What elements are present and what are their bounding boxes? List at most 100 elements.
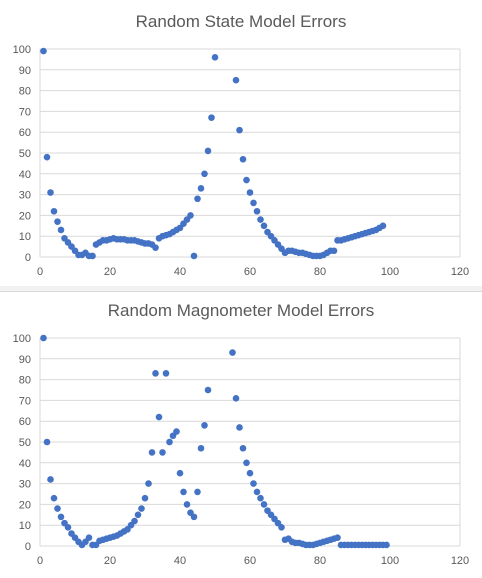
data-point (260, 222, 268, 230)
data-point (236, 424, 243, 431)
y-tick-label: 0 (25, 252, 31, 264)
data-point (232, 395, 240, 402)
data-point (197, 185, 205, 192)
data-point (379, 222, 387, 230)
y-tick-label: 90 (19, 354, 31, 366)
data-point (47, 189, 54, 196)
data-point (183, 501, 191, 508)
y-tick-label: 80 (19, 375, 31, 387)
data-point (229, 349, 236, 356)
data-point (159, 449, 166, 456)
data-point (232, 76, 240, 84)
y-tick-label: 40 (19, 169, 31, 181)
y-tick-label: 70 (19, 395, 31, 407)
x-tick-label: 40 (174, 555, 186, 567)
data-point (40, 47, 47, 55)
data-point (194, 488, 201, 496)
data-point (50, 207, 58, 215)
data-point (334, 534, 341, 541)
data-point (253, 207, 261, 215)
data-point (57, 226, 65, 234)
y-tick-label: 50 (19, 148, 31, 160)
y-tick-label: 90 (19, 65, 31, 77)
data-point (187, 212, 194, 219)
data-point (278, 523, 285, 531)
data-point (201, 422, 208, 429)
data-point (239, 155, 247, 163)
data-point (204, 386, 212, 394)
data-point (201, 170, 208, 178)
data-point (176, 469, 184, 477)
y-tick-label: 10 (19, 231, 31, 243)
data-point (152, 370, 159, 377)
data-point (54, 505, 61, 512)
y-tick-label: 100 (13, 44, 31, 56)
y-tick-label: 30 (19, 190, 31, 202)
y-tick-label: 60 (19, 416, 31, 428)
data-point (57, 513, 65, 521)
data-point (257, 494, 264, 502)
data-point (383, 541, 390, 549)
data-point (250, 199, 257, 207)
plot-area: 0 10 20 30 40 50 60 70 80 90 100 0 20 40 60 80 100 120 (13, 333, 470, 567)
x-tick-label: 20 (104, 555, 116, 567)
data-point (253, 488, 261, 496)
y-tick-label: 40 (19, 458, 31, 470)
data-point (47, 476, 54, 483)
x-tick-label: 80 (314, 555, 326, 567)
x-tick-label: 60 (244, 555, 256, 567)
data-point (64, 523, 72, 531)
x-tick-label: 80 (314, 266, 326, 278)
data-point (145, 480, 152, 487)
data-point (134, 511, 142, 519)
data-point (260, 501, 268, 508)
x-tick-label: 0 (37, 555, 43, 567)
data-point (162, 370, 170, 377)
y-tick-label: 0 (25, 541, 31, 553)
y-tick-label: 80 (19, 86, 31, 98)
separator (0, 286, 482, 292)
chart-title: Random State Model Errors (135, 12, 347, 31)
x-tick-label: 100 (381, 555, 399, 567)
data-point (243, 459, 250, 467)
data-point (148, 449, 156, 456)
chart-state-model-errors: Random State Model Errors 0 10 20 30 40 50 60 7… (0, 12, 482, 289)
chart-magnometer-model-errors: Random Magnometer Model Errors 0 10 20 30 40… (0, 291, 482, 578)
data-point (85, 534, 93, 541)
x-tick-label: 60 (244, 266, 256, 278)
data-point (141, 494, 149, 502)
data-point (236, 126, 243, 134)
data-point (246, 469, 254, 477)
data-point (257, 216, 264, 223)
y-tick-label: 10 (19, 520, 31, 532)
x-tick-label: 0 (37, 266, 43, 278)
data-point (190, 252, 198, 260)
x-tick-label: 100 (381, 266, 399, 278)
y-tick-label: 60 (19, 127, 31, 139)
data-point (190, 513, 198, 521)
data-point (243, 176, 250, 184)
data-point (197, 444, 205, 452)
data-point (239, 444, 247, 452)
data-point (246, 189, 254, 196)
y-tick-label: 20 (19, 499, 31, 511)
data-point (180, 488, 187, 496)
y-tick-label: 30 (19, 479, 31, 491)
y-tick-label: 20 (19, 210, 31, 222)
y-tick-label: 50 (19, 437, 31, 449)
data-point (89, 252, 96, 260)
data-point (155, 413, 163, 421)
data-point (138, 505, 145, 512)
data-point (194, 195, 201, 203)
chart-title: Random Magnometer Model Errors (107, 301, 375, 320)
x-tick-label: 40 (174, 266, 186, 278)
data-point (173, 428, 180, 435)
x-tick-label: 120 (451, 266, 469, 278)
data-point (208, 114, 215, 121)
plot-area: 0 10 20 30 40 50 60 70 80 90 100 0 20 40 60 80 100 120 (13, 44, 470, 278)
data-point (43, 153, 51, 161)
data-point (54, 218, 61, 225)
data-point (204, 147, 212, 155)
data-point (152, 244, 159, 251)
data-point (166, 438, 173, 446)
